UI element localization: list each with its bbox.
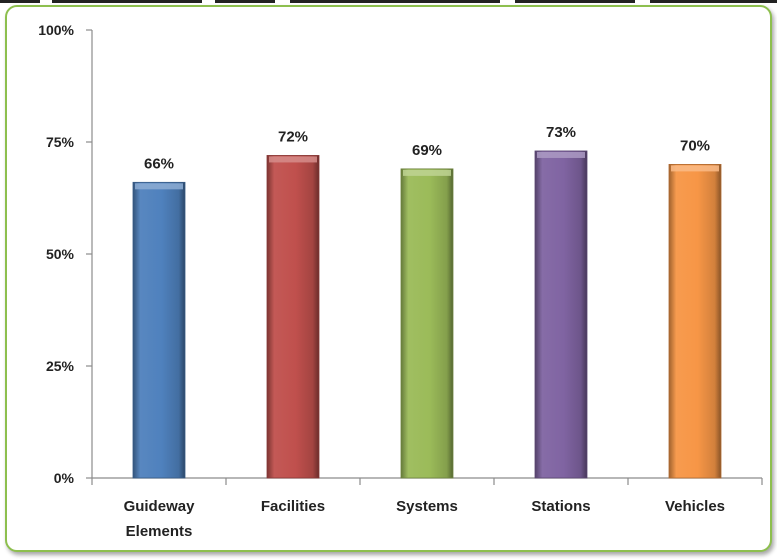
data-label: 70% bbox=[680, 137, 710, 154]
bar-top-bevel bbox=[537, 151, 585, 158]
x-tick-label: Facilities bbox=[261, 498, 325, 515]
bar bbox=[668, 163, 722, 479]
chart-bars bbox=[132, 150, 722, 479]
y-tick-label: 0% bbox=[54, 470, 75, 486]
x-tick-label: Systems bbox=[396, 498, 458, 515]
data-label: 66% bbox=[144, 155, 174, 172]
chart-axes: 0% 25% 50% 75% 100% bbox=[38, 22, 763, 486]
x-tick-label: Elements bbox=[126, 523, 193, 540]
chart-labels: 66% Guideway Elements 72% Facilities 69% Syste… bbox=[124, 124, 725, 540]
data-label: 69% bbox=[412, 142, 442, 159]
x-tick-label: Stations bbox=[531, 498, 590, 515]
bar bbox=[266, 155, 320, 479]
x-tick-label: Guideway bbox=[124, 498, 196, 515]
bar-top-bevel bbox=[135, 183, 183, 190]
y-tick-label: 25% bbox=[46, 358, 75, 374]
data-label: 72% bbox=[278, 128, 308, 145]
x-tick-label: Vehicles bbox=[665, 498, 725, 515]
bar-top-bevel bbox=[269, 156, 317, 163]
bar bbox=[132, 181, 186, 479]
bar bbox=[534, 150, 588, 479]
bar-top-bevel bbox=[403, 169, 451, 176]
y-tick-label: 75% bbox=[46, 134, 75, 150]
bar bbox=[400, 168, 454, 479]
bar-top-bevel bbox=[671, 165, 719, 172]
y-tick-label: 100% bbox=[38, 22, 74, 38]
data-label: 73% bbox=[546, 124, 576, 141]
clipped-text-strip bbox=[0, 0, 777, 4]
y-tick-label: 50% bbox=[46, 246, 75, 262]
